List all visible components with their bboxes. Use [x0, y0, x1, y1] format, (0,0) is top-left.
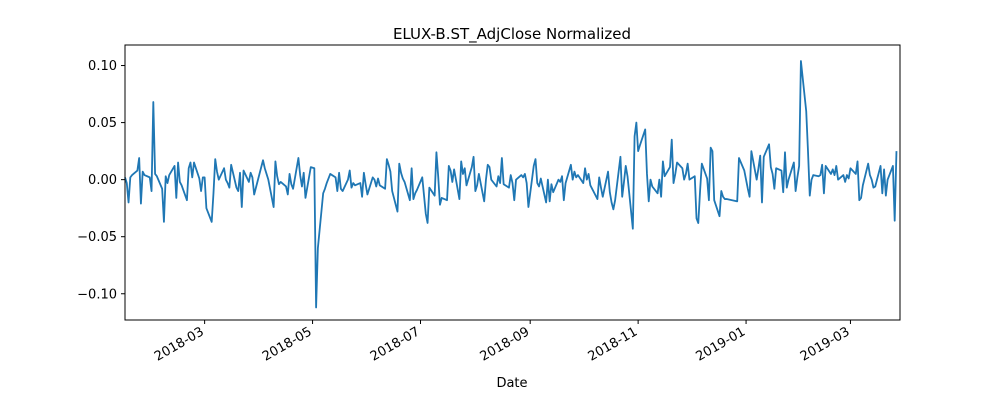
x-axis-label: Date — [496, 376, 527, 391]
y-axis: 0.10 0.05 0.00 −0.05 −0.10 — [77, 59, 125, 302]
x-tick-label: 2018-03 — [152, 324, 207, 364]
x-tick-label: 2018-11 — [586, 324, 641, 364]
series-line-0 — [124, 60, 898, 309]
y-tick-label: −0.10 — [77, 287, 117, 302]
plot-area — [124, 60, 898, 309]
y-tick-label: 0.10 — [88, 59, 117, 74]
x-tick-label: 2018-09 — [478, 324, 533, 364]
y-tick-label: 0.05 — [88, 116, 117, 131]
x-axis: 2018-03 2018-05 2018-07 2018-09 2018-11 2019-… — [152, 320, 852, 365]
x-tick-label: 2018-07 — [368, 324, 423, 364]
y-tick-label: 0.00 — [88, 173, 117, 188]
x-tick-label: 2019-01 — [694, 324, 749, 364]
x-tick-label: 2019-03 — [798, 324, 853, 364]
y-tick-label: −0.05 — [77, 230, 117, 245]
axes-frame — [124, 44, 901, 321]
x-tick-label: 2018-05 — [260, 324, 315, 364]
chart-title: ELUX-B.ST_AdjClose Normalized — [393, 25, 631, 44]
